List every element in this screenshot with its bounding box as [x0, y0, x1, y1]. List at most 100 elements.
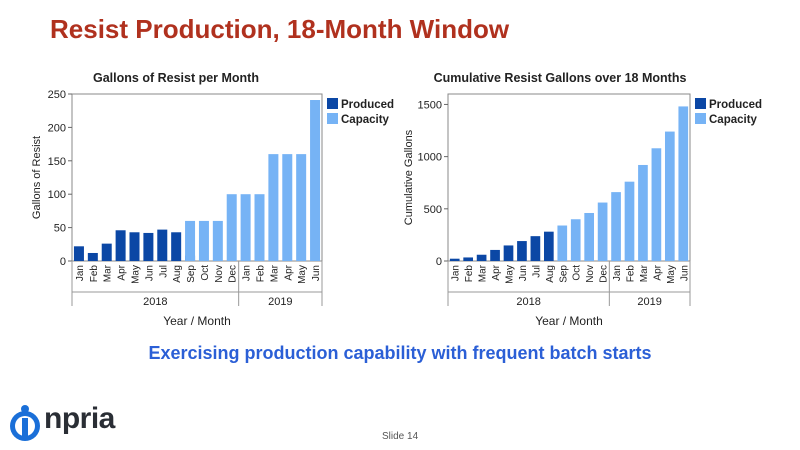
legend-label-capacity: Capacity: [341, 114, 390, 126]
legend-label-produced: Produced: [709, 99, 762, 111]
month-label: Feb: [89, 265, 100, 283]
bar-produced-7: [157, 229, 168, 261]
year-label: 2018: [516, 296, 540, 308]
bar-capacity-14: [254, 194, 265, 261]
legend-swatch-produced: [695, 98, 706, 109]
bar-capacity-18: [678, 106, 689, 261]
legend-swatch-capacity: [327, 113, 338, 124]
bar-capacity-13: [240, 194, 251, 261]
year-label: 2019: [637, 296, 661, 308]
month-label: Jan: [242, 265, 253, 281]
month-label: Aug: [172, 265, 183, 283]
y-tick-label: 500: [424, 204, 442, 216]
month-label: Apr: [283, 264, 294, 280]
x-axis-label: Year / Month: [163, 314, 231, 328]
y-axis-label: Gallons of Resist: [31, 136, 43, 219]
plot-frame: [447, 93, 691, 262]
bar-produced-4: [115, 230, 126, 261]
month-label: Jun: [679, 265, 690, 281]
month-label: Dec: [228, 265, 239, 283]
year-label: 2018: [143, 296, 167, 308]
month-label: Apr: [652, 264, 663, 280]
month-label: Sep: [186, 265, 197, 283]
month-label: Oct: [200, 265, 211, 281]
slide-number: Slide 14: [382, 431, 419, 442]
month-label: May: [505, 265, 516, 284]
plot-frame: [71, 93, 323, 262]
y-tick-label: 150: [48, 156, 66, 168]
y-axis-label: Cumulative Gallons: [403, 129, 415, 225]
bar-produced-3: [101, 243, 112, 261]
month-label: Mar: [103, 264, 114, 282]
bar-produced-8: [543, 231, 554, 261]
bar-produced-4: [490, 249, 500, 261]
cumulative-gallons-chart: Cumulative Resist Gallons over 18 Months…: [403, 71, 762, 328]
month-label: Nov: [214, 265, 225, 283]
y-tick-label: 200: [48, 122, 66, 134]
logo-text: npria: [44, 402, 115, 435]
logo-mark-icon: [10, 405, 40, 441]
bar-capacity-13: [611, 192, 621, 261]
y-tick-label: 100: [48, 189, 66, 201]
bar-produced-1: [449, 258, 460, 261]
month-label: Feb: [464, 265, 475, 283]
y-tick-label: 1500: [418, 99, 442, 111]
bar-produced-5: [129, 232, 140, 261]
legend-label-capacity: Capacity: [709, 114, 758, 126]
bar-produced-2: [463, 257, 474, 261]
month-label: May: [131, 265, 142, 284]
bar-produced-2: [87, 252, 98, 261]
y-tick-label: 0: [60, 256, 66, 268]
month-label: Apr: [491, 264, 502, 280]
bar-produced-7: [530, 236, 541, 261]
chart-title: Cumulative Resist Gallons over 18 Months: [434, 71, 687, 85]
month-label: Jan: [451, 265, 462, 281]
bar-capacity-9: [557, 225, 568, 261]
bar-capacity-17: [296, 154, 307, 261]
x-axis-label: Year / Month: [535, 314, 603, 328]
month-label: Apr: [117, 264, 128, 280]
bar-capacity-9: [185, 220, 196, 261]
month-label: Mar: [269, 264, 280, 282]
year-label: 2019: [268, 296, 292, 308]
month-label: Sep: [558, 265, 569, 283]
month-label: Jan: [612, 265, 623, 281]
y-tick-label: 0: [436, 256, 442, 268]
month-label: Dec: [599, 265, 610, 283]
legend-swatch-capacity: [695, 113, 706, 124]
month-label: Jul: [158, 265, 169, 278]
month-label: Jun: [518, 265, 529, 281]
month-label: Feb: [626, 265, 637, 283]
legend-swatch-produced: [327, 98, 338, 109]
month-label: Mar: [478, 264, 489, 282]
inpria-logo: npria: [8, 400, 148, 444]
bar-capacity-12: [226, 194, 237, 261]
bar-produced-6: [143, 232, 154, 261]
bar-produced-8: [171, 232, 182, 261]
month-label: Feb: [256, 265, 267, 283]
bar-capacity-10: [570, 219, 581, 261]
bar-capacity-10: [198, 220, 209, 261]
slide-subtitle: Exercising production capability with fr…: [148, 343, 652, 363]
bar-capacity-16: [282, 154, 293, 261]
y-tick-label: 50: [54, 223, 66, 235]
legend-label-produced: Produced: [341, 99, 394, 111]
bar-capacity-18: [310, 100, 321, 262]
month-label: Nov: [585, 265, 596, 283]
month-label: Aug: [545, 265, 556, 283]
month-label: Jan: [75, 265, 86, 281]
month-label: May: [297, 265, 308, 284]
y-tick-label: 250: [48, 89, 66, 101]
month-label: Oct: [572, 265, 583, 281]
bar-capacity-17: [664, 131, 675, 261]
bar-produced-5: [503, 245, 514, 261]
monthly-gallons-chart: Gallons of Resist per Month 0 50 100 150 200 2…: [31, 71, 394, 328]
chart-title: Gallons of Resist per Month: [93, 71, 259, 85]
bar-capacity-11: [212, 220, 223, 261]
bar-produced-1: [73, 246, 84, 261]
bar-produced-6: [517, 241, 527, 261]
bar-capacity-15: [268, 154, 279, 261]
month-label: Jun: [144, 265, 155, 281]
month-label: Jun: [311, 265, 322, 281]
month-label: Jul: [531, 265, 542, 278]
